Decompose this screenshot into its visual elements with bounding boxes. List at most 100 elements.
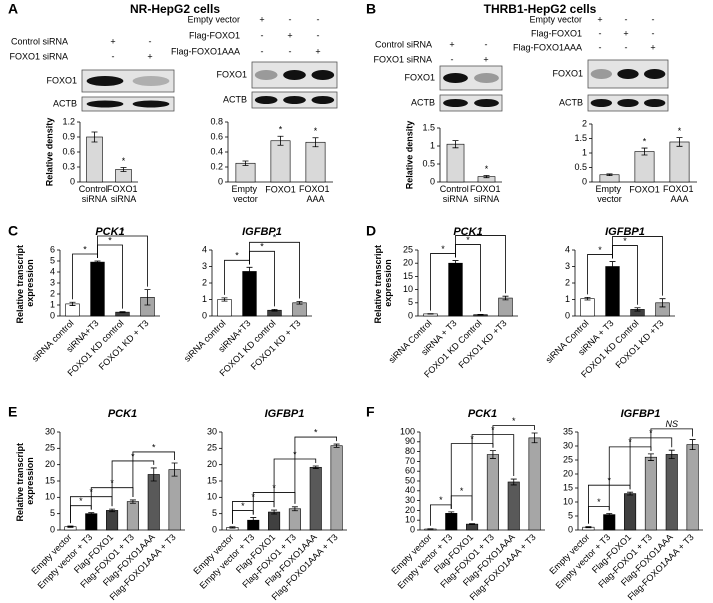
y-tick-label: 0.5 — [574, 162, 587, 172]
condition-sign: - — [625, 14, 628, 24]
bar — [686, 444, 699, 531]
blot-band — [590, 69, 612, 79]
comparison-bracket — [492, 425, 535, 448]
condition-sign: - — [317, 30, 320, 40]
error-bar — [129, 499, 136, 504]
y-tick-label: 5 — [568, 510, 573, 520]
significance: * — [235, 251, 239, 261]
error-bar — [88, 512, 95, 516]
error-bar — [229, 526, 236, 529]
error-bar — [150, 467, 157, 482]
y-tick-label: 0.3 — [62, 161, 75, 171]
bar — [580, 298, 595, 317]
significance: * — [485, 164, 489, 174]
condition-sign: - — [625, 42, 628, 52]
significance: * — [241, 501, 245, 511]
significance: * — [598, 245, 602, 255]
bar — [605, 266, 620, 317]
comparison-bracket — [294, 436, 337, 504]
blot-band — [644, 99, 666, 107]
y-tick-label: 0.8 — [210, 116, 223, 126]
condition-sign: - — [317, 14, 320, 24]
y-tick-label: 50 — [405, 475, 415, 485]
bar — [665, 454, 678, 531]
y-tick-label: 20 — [207, 459, 217, 469]
chart-title: PCK1 — [95, 226, 124, 238]
x-tick-label: Control siRNA — [440, 184, 472, 204]
significance: * — [122, 156, 126, 166]
condition-sign: - — [261, 46, 264, 56]
blot-frame — [81, 69, 175, 93]
error-bar — [689, 439, 696, 451]
condition-sign: + — [597, 14, 602, 24]
blot-row-label: ACTB — [223, 94, 247, 104]
y-tick-label: 0.6 — [62, 146, 75, 156]
error-bar — [448, 511, 455, 516]
error-bar — [296, 301, 303, 305]
condition-label: Empty vector — [187, 14, 240, 24]
significance: * — [79, 496, 83, 506]
x-tick-label: FOXO1 siRNA — [470, 184, 503, 204]
blot-row-label: ACTB — [53, 98, 77, 108]
bar — [330, 445, 343, 531]
condition-sign: + — [259, 14, 264, 24]
condition-label: FOXO1 siRNA — [373, 54, 432, 64]
y-tick-label: 5 — [50, 508, 55, 518]
error-bar — [221, 297, 228, 302]
panel-letter: D — [366, 223, 376, 239]
y-tick-label: 0 — [202, 310, 207, 320]
significance: * — [83, 244, 87, 254]
error-bar — [144, 289, 151, 306]
y-tick-label: 30 — [405, 495, 415, 505]
bar — [486, 454, 499, 531]
bar — [270, 140, 291, 183]
condition-sign: - — [261, 30, 264, 40]
y-tick-label: 15 — [207, 475, 217, 485]
y-tick-label: 0 — [582, 176, 587, 186]
bar — [669, 141, 690, 183]
y-tick-label: 2 — [582, 118, 587, 128]
error-bar — [91, 131, 98, 143]
significance: * — [512, 416, 516, 426]
y-tick-label: 80 — [405, 446, 415, 456]
y-tick-label: 5 — [408, 297, 413, 307]
y-tick-label: 0.5 — [422, 158, 435, 168]
y-tick-label: 4 — [202, 244, 207, 254]
y-tick-label: 30 — [45, 426, 55, 436]
error-bar — [277, 135, 284, 146]
y-tick-label: 25 — [207, 443, 217, 453]
x-tick-label: Control siRNA — [79, 184, 111, 204]
blot-band — [617, 99, 639, 107]
bar — [288, 508, 301, 531]
panel-letter: C — [8, 223, 18, 239]
error-bar — [585, 526, 592, 529]
y-tick-label: 15 — [45, 475, 55, 485]
significance: * — [479, 226, 483, 236]
condition-sign: - — [652, 14, 655, 24]
y-tick-label: 0 — [408, 310, 413, 320]
error-bar — [312, 137, 319, 148]
significance: * — [597, 497, 601, 507]
y-tick-label: 0 — [410, 524, 415, 534]
condition-sign: - — [599, 28, 602, 38]
y-tick-label: 0.6 — [210, 131, 223, 141]
y-tick-label: 1 — [565, 294, 570, 304]
blot-band — [474, 73, 499, 83]
x-tick-label: siRNA control — [182, 318, 228, 364]
blot-band — [617, 69, 639, 79]
y-tick-label: 0 — [212, 524, 217, 534]
significance: NS — [665, 419, 678, 429]
condition-sign: - — [485, 39, 488, 49]
error-bar — [171, 462, 178, 477]
y-tick-label: 10 — [403, 284, 413, 294]
error-bar — [427, 313, 434, 315]
bar — [90, 261, 105, 317]
bar — [309, 466, 322, 531]
comparison-bracket — [249, 241, 300, 299]
condition-sign: + — [287, 30, 292, 40]
condition-sign: + — [483, 54, 488, 64]
panel-title: THRB1-HepG2 cells — [484, 2, 597, 16]
chart-title: PCK1 — [108, 408, 137, 420]
